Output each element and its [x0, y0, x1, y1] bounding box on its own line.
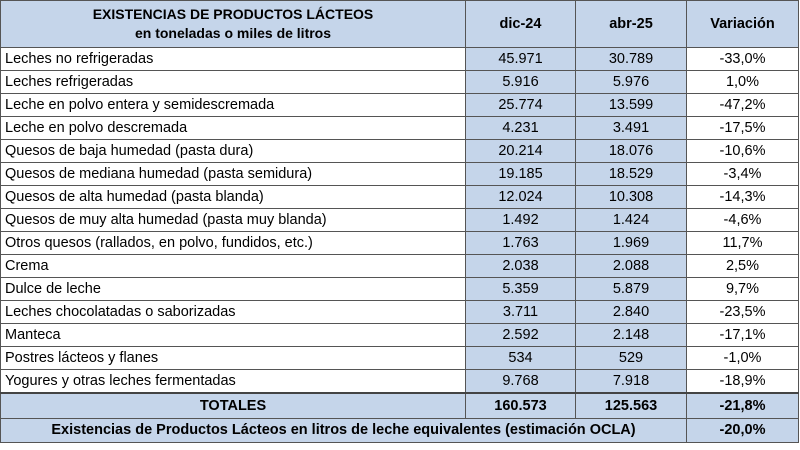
value-abr25: 2.088: [575, 254, 687, 278]
value-dic24: 534: [465, 346, 576, 370]
column-header-dic24: dic-24: [465, 0, 576, 48]
table-row: Leches chocolatadas o saborizadas 3.711 2.…: [0, 300, 799, 324]
table-row: Quesos de baja humedad (pasta dura) 20.21…: [0, 139, 799, 163]
table-row: Leches refrigeradas 5.916 5.976 1,0%: [0, 70, 799, 94]
value-dic24: 12.024: [465, 185, 576, 209]
value-variacion: 2,5%: [686, 254, 799, 278]
table-row: Leche en polvo descremada 4.231 3.491 -17,5…: [0, 116, 799, 140]
product-name: Leche en polvo descremada: [0, 116, 466, 140]
table-row: Quesos de alta humedad (pasta blanda) 12.…: [0, 185, 799, 209]
product-name: Leches chocolatadas o saborizadas: [0, 300, 466, 324]
table-row: Yogures y otras leches fermentadas 9.768 7…: [0, 369, 799, 394]
product-name: Postres lácteos y flanes: [0, 346, 466, 370]
table-title: EXISTENCIAS DE PRODUCTOS LÁCTEOS en tone…: [0, 0, 466, 48]
value-variacion: -4,6%: [686, 208, 799, 232]
value-abr25: 13.599: [575, 93, 687, 117]
value-dic24: 45.971: [465, 47, 576, 71]
value-dic24: 3.711: [465, 300, 576, 324]
value-variacion: -33,0%: [686, 47, 799, 71]
value-dic24: 20.214: [465, 139, 576, 163]
value-variacion: -1,0%: [686, 346, 799, 370]
product-name: Manteca: [0, 323, 466, 347]
table-row: Quesos de muy alta humedad (pasta muy bl…: [0, 208, 799, 232]
value-dic24: 5.916: [465, 70, 576, 94]
product-name: Leches refrigeradas: [0, 70, 466, 94]
table-row: Leche en polvo entera y semidescremada 25…: [0, 93, 799, 117]
column-header-variacion: Variación: [686, 0, 799, 48]
table-row: Leches no refrigeradas 45.971 30.789 -33,0%: [0, 47, 799, 71]
product-name: Crema: [0, 254, 466, 278]
value-dic24: 1.763: [465, 231, 576, 255]
milk-equivalent-variacion: -20,0%: [686, 418, 799, 443]
value-dic24: 1.492: [465, 208, 576, 232]
product-name: Yogures y otras leches fermentadas: [0, 369, 466, 394]
value-variacion: 1,0%: [686, 70, 799, 94]
milk-equivalent-label: Existencias de Productos Lácteos en litr…: [0, 418, 687, 443]
value-variacion: -47,2%: [686, 93, 799, 117]
table-row: Crema 2.038 2.088 2,5%: [0, 254, 799, 278]
value-variacion: -14,3%: [686, 185, 799, 209]
value-variacion: -18,9%: [686, 369, 799, 394]
value-abr25: 5.976: [575, 70, 687, 94]
table-row: Otros quesos (rallados, en polvo, fundid…: [0, 231, 799, 255]
product-name: Dulce de leche: [0, 277, 466, 301]
product-name: Quesos de mediana humedad (pasta semidur…: [0, 162, 466, 186]
value-abr25: 1.424: [575, 208, 687, 232]
table-row: Postres lácteos y flanes 534 529 -1,0%: [0, 346, 799, 370]
title-line-2: en toneladas o miles de litros: [134, 25, 332, 41]
value-abr25: 1.969: [575, 231, 687, 255]
value-dic24: 4.231: [465, 116, 576, 140]
totals-row: TOTALES 160.573 125.563 -21,8%: [0, 392, 799, 419]
value-dic24: 19.185: [465, 162, 576, 186]
totals-dic24: 160.573: [465, 392, 576, 419]
value-abr25: 2.148: [575, 323, 687, 347]
totals-abr25: 125.563: [575, 392, 687, 419]
value-abr25: 30.789: [575, 47, 687, 71]
totals-label: TOTALES: [0, 392, 466, 419]
value-abr25: 10.308: [575, 185, 687, 209]
milk-equivalent-row: Existencias de Productos Lácteos en litr…: [0, 418, 799, 443]
table-row: Quesos de mediana humedad (pasta semidur…: [0, 162, 799, 186]
title-line-1: EXISTENCIAS DE PRODUCTOS LÁCTEOS: [92, 6, 374, 22]
value-variacion: 9,7%: [686, 277, 799, 301]
totals-variacion: -21,8%: [686, 392, 799, 419]
product-name: Leche en polvo entera y semidescremada: [0, 93, 466, 117]
table-row: Manteca 2.592 2.148 -17,1%: [0, 323, 799, 347]
value-variacion: -3,4%: [686, 162, 799, 186]
product-name: Otros quesos (rallados, en polvo, fundid…: [0, 231, 466, 255]
value-variacion: 11,7%: [686, 231, 799, 255]
product-name: Quesos de alta humedad (pasta blanda): [0, 185, 466, 209]
table-body: Leches no refrigeradas 45.971 30.789 -33,0%…: [0, 47, 799, 443]
value-variacion: -17,1%: [686, 323, 799, 347]
value-abr25: 18.076: [575, 139, 687, 163]
value-dic24: 9.768: [465, 369, 576, 394]
value-abr25: 5.879: [575, 277, 687, 301]
value-dic24: 2.038: [465, 254, 576, 278]
value-abr25: 529: [575, 346, 687, 370]
header-row: EXISTENCIAS DE PRODUCTOS LÁCTEOS en tone…: [0, 0, 799, 48]
value-variacion: -10,6%: [686, 139, 799, 163]
product-name: Leches no refrigeradas: [0, 47, 466, 71]
value-abr25: 2.840: [575, 300, 687, 324]
value-variacion: -17,5%: [686, 116, 799, 140]
value-abr25: 7.918: [575, 369, 687, 394]
value-variacion: -23,5%: [686, 300, 799, 324]
product-name: Quesos de baja humedad (pasta dura): [0, 139, 466, 163]
product-name: Quesos de muy alta humedad (pasta muy bl…: [0, 208, 466, 232]
column-header-abr25: abr-25: [575, 0, 687, 48]
table-row: Dulce de leche 5.359 5.879 9,7%: [0, 277, 799, 301]
value-dic24: 2.592: [465, 323, 576, 347]
value-abr25: 3.491: [575, 116, 687, 140]
value-abr25: 18.529: [575, 162, 687, 186]
value-dic24: 5.359: [465, 277, 576, 301]
value-dic24: 25.774: [465, 93, 576, 117]
